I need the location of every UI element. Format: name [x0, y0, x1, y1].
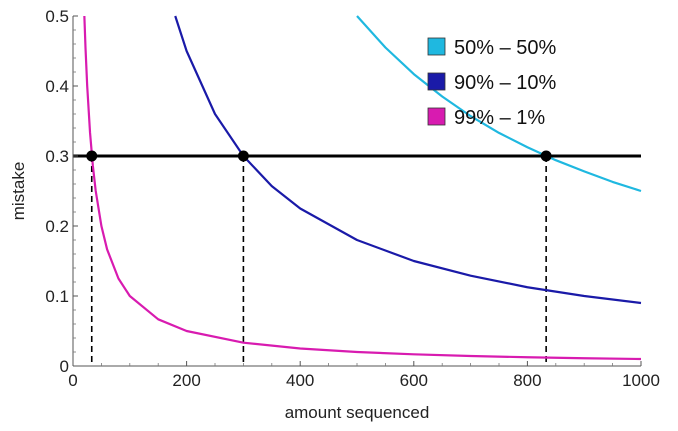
intersection-marker — [540, 150, 552, 162]
x-tick-label: 200 — [172, 371, 200, 390]
legend-label: 90% – 10% — [454, 72, 557, 94]
legend-label: 50% – 50% — [454, 37, 557, 59]
y-tick-label: 0.5 — [45, 7, 69, 26]
y-axis-label: mistake — [9, 162, 28, 221]
y-tick-label: 0 — [60, 357, 69, 376]
intersection-marker — [237, 150, 249, 162]
x-tick-label: 400 — [286, 371, 314, 390]
legend-swatch — [427, 37, 446, 56]
x-tick-label: 600 — [400, 371, 428, 390]
y-tick-label: 0.1 — [45, 287, 69, 306]
legend: 50% – 50% 90% – 10% 99% – 1% — [427, 37, 557, 129]
x-tick-label: 800 — [513, 371, 541, 390]
series-layer — [83, 15, 642, 361]
axes-layer: 0 200 400 600 800 1000 0 0.1 0.2 0.3 0.4 0.5 — [45, 7, 660, 390]
legend-swatch — [427, 107, 446, 126]
y-tick-label: 0.3 — [45, 147, 69, 166]
legend-swatch — [427, 72, 446, 91]
x-tick-label: 1000 — [622, 371, 660, 390]
series-line — [356, 15, 642, 193]
y-tick-label: 0.4 — [45, 77, 69, 96]
series-line — [174, 15, 642, 305]
series-line — [83, 15, 642, 361]
marker-layer — [86, 150, 552, 162]
threshold-layer — [73, 154, 641, 366]
y-tick-label: 0.2 — [45, 217, 69, 236]
legend-label: 99% – 1% — [454, 107, 545, 129]
x-axis-label: amount sequenced — [285, 403, 430, 422]
intersection-marker — [86, 150, 98, 162]
x-tick-label: 0 — [68, 371, 77, 390]
